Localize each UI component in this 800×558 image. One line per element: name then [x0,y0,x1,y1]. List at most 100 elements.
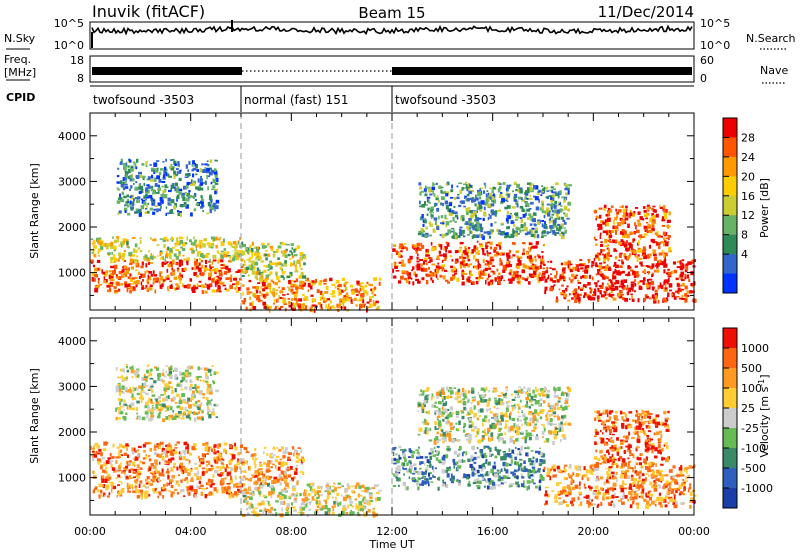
data-cell [453,230,455,232]
data-cell [663,238,665,241]
data-cell [137,211,140,213]
data-cell [621,294,625,296]
data-cell [125,274,127,277]
y-tick-label: 4000 [58,130,86,143]
data-cell [637,223,641,227]
data-cell [289,250,292,252]
data-cell [543,264,546,266]
data-cell [240,445,243,448]
data-cell [544,215,546,218]
data-cell [212,255,216,259]
data-cell [347,504,349,508]
data-cell [249,466,251,470]
data-cell [532,218,536,222]
data-cell [251,491,253,494]
data-cell [134,249,136,251]
data-cell [528,485,530,489]
data-cell [595,255,598,258]
data-cell [169,255,172,259]
data-cell [312,489,315,492]
data-cell [280,297,282,299]
data-cell [362,286,364,290]
data-cell [298,303,301,306]
data-cell [516,227,518,231]
data-cell [227,472,231,476]
data-cell [91,262,93,264]
data-cell [294,298,297,301]
data-cell [193,237,195,240]
data-cell [140,266,143,269]
data-cell [507,187,509,192]
data-cell [310,282,312,284]
data-cell [508,255,511,259]
data-cell [337,487,341,489]
data-cell [200,485,204,487]
data-cell [273,446,275,449]
data-cell [293,261,295,265]
data-cell [181,417,185,419]
data-cell [131,252,133,254]
data-cell [561,273,564,277]
data-cell [244,498,247,500]
data-cell [312,298,315,302]
data-cell [327,495,330,499]
data-cell [622,205,624,207]
data-cell [211,448,213,452]
data-cell [429,221,431,224]
data-cell [118,198,121,200]
data-cell [417,452,420,454]
data-cell [103,280,106,283]
data-cell [649,279,653,281]
data-cell [189,379,192,383]
data-cell [236,281,240,285]
data-cell [165,384,167,386]
data-cell [351,511,355,514]
data-cell [471,199,475,203]
data-cell [598,228,600,231]
data-cell [338,284,342,287]
data-cell [242,251,245,253]
data-cell [490,259,494,261]
data-cell [524,222,526,226]
data-cell [438,200,440,203]
data-cell [476,277,479,279]
data-cell [551,214,554,216]
data-cell [200,459,204,462]
data-cell [483,190,485,194]
data-cell [108,458,110,460]
data-cell [277,306,279,308]
data-cell [282,455,285,458]
data-cell [527,217,530,220]
data-cell [223,285,226,287]
data-cell [279,496,283,500]
data-cell [150,179,154,182]
data-cell [247,512,250,514]
data-cell [579,259,582,261]
data-cell [122,253,126,255]
data-cell [592,297,595,300]
data-cell [177,186,180,189]
data-cell [363,304,367,306]
data-cell [130,477,133,479]
data-cell [194,208,197,211]
data-cell [120,375,123,378]
data-cell [422,277,425,280]
data-cell [316,497,319,499]
data-cell [218,475,222,477]
data-cell [175,413,177,416]
data-cell [196,169,199,172]
data-cell [296,261,299,264]
data-cell [178,484,180,487]
data-cell [663,232,666,236]
data-cell [434,204,436,207]
data-cell [288,280,291,284]
data-cell [536,207,540,211]
data-cell [176,199,178,202]
data-cell [611,288,615,291]
data-cell [269,454,271,458]
data-cell [102,484,104,487]
data-cell [644,269,646,273]
data-cell [150,448,153,452]
data-cell [625,256,627,259]
data-cell [109,482,112,484]
